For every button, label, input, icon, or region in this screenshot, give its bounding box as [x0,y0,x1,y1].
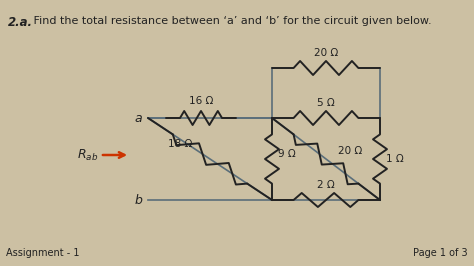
Text: $R_{ab}$: $R_{ab}$ [77,147,98,163]
Text: 18 Ω: 18 Ω [168,139,192,149]
Text: 20 Ω: 20 Ω [314,48,338,58]
Text: 16 Ω: 16 Ω [189,96,213,106]
Text: 2.a.: 2.a. [8,16,33,29]
Text: 9 Ω: 9 Ω [278,149,296,159]
Text: b: b [134,193,142,206]
Text: Find the total resistance between ‘a’ and ‘b’ for the circuit given below.: Find the total resistance between ‘a’ an… [30,16,432,26]
Text: 20 Ω: 20 Ω [338,146,362,156]
Text: 5 Ω: 5 Ω [317,98,335,108]
Text: a: a [134,111,142,124]
Text: 2 Ω: 2 Ω [317,180,335,190]
Text: Page 1 of 3: Page 1 of 3 [413,248,468,258]
Text: 1 Ω: 1 Ω [386,154,404,164]
Text: Assignment - 1: Assignment - 1 [6,248,80,258]
